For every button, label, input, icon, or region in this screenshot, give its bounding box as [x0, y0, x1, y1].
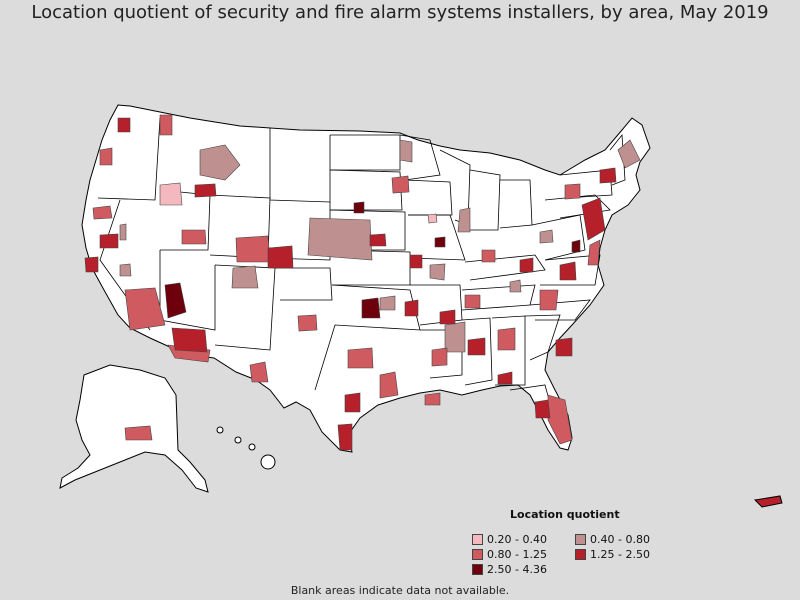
legend-item-2: 0.80 - 1.25: [472, 548, 547, 561]
map-title: Location quotient of security and fire a…: [31, 2, 769, 23]
legend-item-3: 1.25 - 2.50: [575, 548, 650, 561]
legend-label: 0.80 - 1.25: [487, 548, 547, 561]
footnote: Blank areas indicate data not available.: [290, 584, 510, 597]
legend-title: Location quotient: [510, 508, 620, 521]
legend-label: 0.40 - 0.80: [590, 533, 650, 546]
legend-swatch: [472, 534, 483, 545]
legend-swatch: [575, 534, 586, 545]
legend-swatch: [472, 564, 483, 575]
legend-item-4: 2.50 - 4.36: [472, 563, 547, 576]
legend-swatch: [575, 549, 586, 560]
hawaii: [216, 426, 276, 470]
contiguous-us: [81, 104, 651, 453]
puerto-rico: [753, 495, 783, 508]
legend-label: 2.50 - 4.36: [487, 563, 547, 576]
legend-item-0: 0.20 - 0.40: [472, 533, 547, 546]
legend-label: 0.20 - 0.40: [487, 533, 547, 546]
map-legend: Location quotient 0.20 - 0.40 0.40 - 0.8…: [470, 505, 650, 583]
legend-swatch: [472, 549, 483, 560]
legend-item-1: 0.40 - 0.80: [575, 533, 650, 546]
legend-label: 1.25 - 2.50: [590, 548, 650, 561]
area-polygons: [84, 114, 641, 451]
